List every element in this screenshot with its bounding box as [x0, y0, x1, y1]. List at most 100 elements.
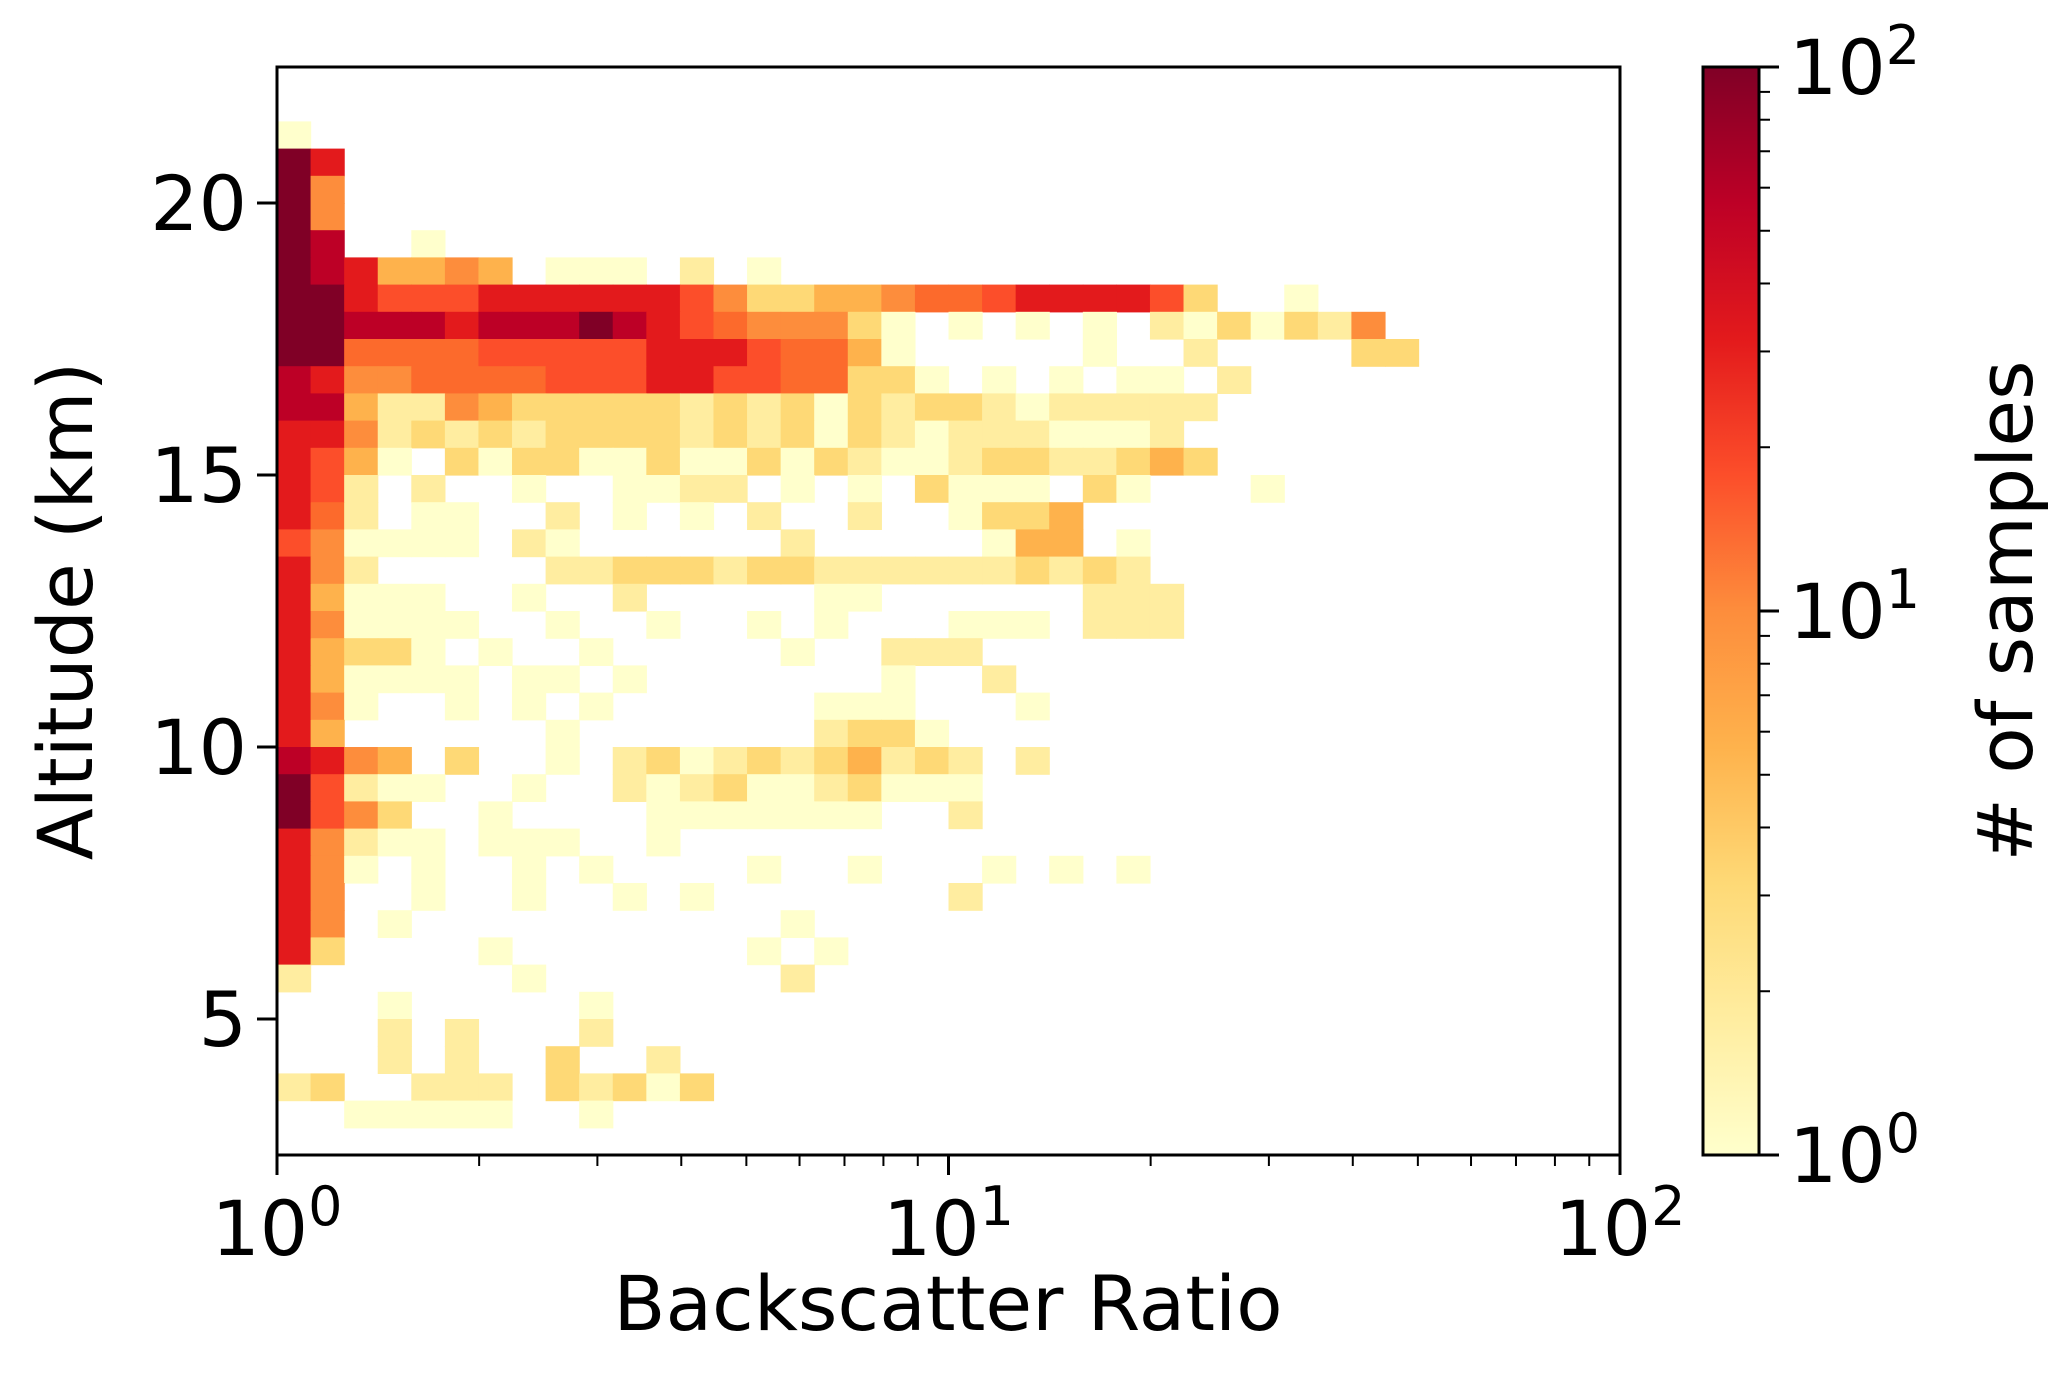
heatmap-cell — [1082, 311, 1117, 340]
heatmap-cell — [612, 475, 647, 503]
heatmap-cell — [1116, 366, 1151, 394]
heatmap-cell — [847, 339, 882, 367]
heatmap-cell — [277, 692, 312, 721]
heatmap-cell — [277, 175, 312, 204]
heatmap-cell — [310, 1073, 345, 1102]
heatmap-cell — [377, 420, 412, 449]
heatmap-cell — [545, 529, 580, 558]
heatmap-cell — [646, 393, 681, 422]
heatmap-cell — [1082, 475, 1117, 503]
heatmap-cell — [277, 937, 312, 966]
heatmap-cell — [747, 311, 782, 340]
heatmap-cell — [1049, 556, 1084, 585]
heatmap-cell — [310, 883, 345, 911]
heatmap-cell — [377, 393, 412, 422]
heatmap-cell — [713, 774, 748, 802]
heatmap-cell — [612, 556, 647, 585]
heatmap-cell — [847, 719, 882, 748]
heatmap-cell — [344, 611, 379, 639]
heatmap-cell — [982, 855, 1017, 884]
tick-label-cbar-1: 101 — [1789, 558, 1920, 656]
heatmap-cell — [310, 719, 345, 748]
heatmap-cell — [612, 447, 647, 476]
heatmap-cell — [344, 747, 379, 775]
heatmap-cell — [814, 719, 849, 748]
heatmap-cell — [847, 284, 882, 313]
heatmap-cell — [1082, 339, 1117, 367]
heatmap-cell — [1384, 339, 1420, 367]
heatmap-cell — [612, 339, 647, 367]
heatmap-cell — [512, 964, 547, 993]
heatmap-cell — [444, 1046, 480, 1074]
heatmap-cell — [444, 1019, 480, 1047]
heatmap-cell — [780, 964, 815, 993]
heatmap-cell — [1250, 311, 1285, 340]
heatmap-cell — [847, 855, 882, 884]
heatmap-cell — [914, 475, 950, 503]
heatmap-cell — [444, 692, 480, 721]
heatmap-cell — [545, 284, 580, 313]
heatmap-cell — [914, 366, 950, 394]
heatmap-cell — [512, 447, 547, 476]
heatmap-cell — [612, 883, 647, 911]
heatmap-cell — [1116, 420, 1151, 449]
heatmap-cell — [377, 447, 412, 476]
heatmap-cell — [344, 556, 379, 585]
heatmap-cell — [377, 583, 412, 612]
heatmap-cell — [411, 638, 446, 666]
heatmap-cell — [411, 284, 446, 313]
heatmap-cell — [679, 420, 715, 449]
heatmap-cell — [411, 665, 446, 694]
heatmap-cell — [679, 339, 715, 367]
heatmap-cell — [444, 257, 480, 286]
heatmap-cell — [1284, 284, 1319, 313]
heatmap-cell — [478, 1073, 513, 1102]
heatmap-cell — [881, 366, 916, 394]
heatmap-cell — [344, 583, 379, 612]
heatmap-cell — [1015, 393, 1050, 422]
heatmap-cell — [847, 366, 882, 394]
heatmap-cell — [512, 828, 547, 857]
heatmap-cell — [277, 475, 312, 503]
heatmap-cell — [478, 1100, 513, 1129]
heatmap-cell — [847, 393, 882, 422]
heatmap-cell — [780, 638, 815, 666]
heatmap-cell — [377, 665, 412, 694]
heatmap-cell — [847, 556, 882, 585]
heatmap-cell — [277, 719, 312, 748]
heatmap-cell — [344, 529, 379, 558]
heatmap-cell — [881, 665, 916, 694]
heatmap-cell — [1049, 502, 1084, 530]
heatmap-cell — [344, 284, 379, 313]
heatmap-cell — [780, 311, 815, 340]
heatmap-cell — [277, 257, 312, 286]
heatmap-cell — [344, 855, 379, 884]
heatmap-cell — [579, 638, 614, 666]
heatmap-cell — [310, 583, 345, 612]
heatmap-cell — [444, 366, 480, 394]
heatmap-cell — [344, 366, 379, 394]
heatmap-cell — [747, 420, 782, 449]
heatmap-cell — [1049, 393, 1084, 422]
heatmap-cell — [612, 502, 647, 530]
heatmap-cell — [512, 692, 547, 721]
heatmap-cell — [310, 502, 345, 530]
heatmap-cell — [1217, 311, 1252, 340]
heatmap-cell — [310, 203, 345, 231]
heatmap-cell — [780, 366, 815, 394]
heatmap-cell — [344, 774, 379, 802]
heatmap-cell — [780, 801, 815, 830]
heatmap-cell — [1116, 855, 1151, 884]
heatmap-cell — [914, 393, 950, 422]
heatmap-cell — [612, 420, 647, 449]
heatmap-cell — [1183, 339, 1218, 367]
heatmap-cell — [579, 393, 614, 422]
heatmap-cell — [713, 420, 748, 449]
heatmap-cell — [377, 910, 412, 938]
heatmap-cell — [377, 801, 412, 830]
heatmap-cell — [847, 311, 882, 340]
heatmap-cell — [747, 447, 782, 476]
x-axis-label: Backscatter Ratio — [613, 1259, 1282, 1348]
heatmap-cell — [948, 638, 983, 666]
